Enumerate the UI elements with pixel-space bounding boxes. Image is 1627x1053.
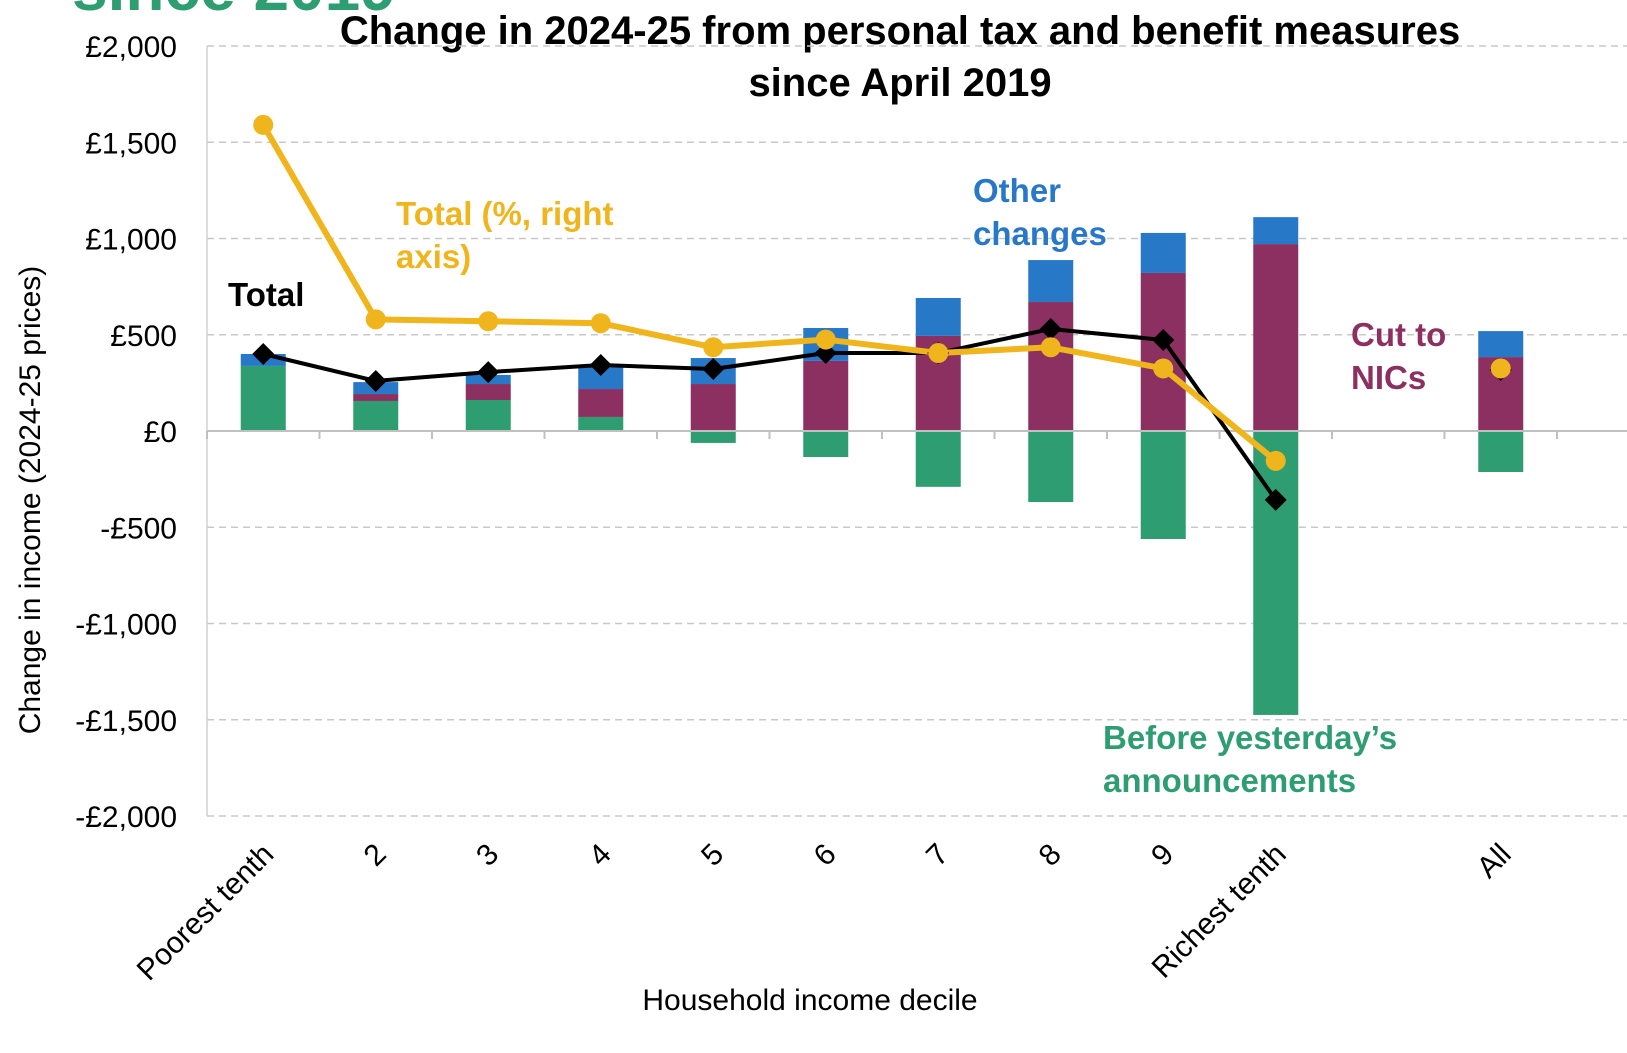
line-marker — [478, 311, 499, 332]
annotation: changes — [973, 215, 1107, 252]
x-axis-label: Household income decile — [642, 984, 977, 1017]
x-tick-label: 5 — [695, 838, 730, 873]
annotation: Total — [228, 276, 304, 313]
bar-segment — [690, 384, 736, 431]
x-tick-label: All — [1471, 838, 1518, 885]
bar-segment — [915, 431, 961, 487]
y-tick-label: -£2,000 — [75, 801, 177, 834]
line-marker — [590, 313, 611, 334]
x-tick-label: 6 — [808, 838, 843, 873]
line-marker — [1264, 488, 1287, 511]
bar-segment — [915, 297, 961, 336]
x-tick-label: 3 — [470, 838, 505, 873]
bar-segment — [1253, 244, 1299, 431]
bar-segment — [353, 394, 399, 401]
bar-segment — [1478, 331, 1524, 358]
chart-title: since April 2019 — [748, 61, 1051, 105]
annotation: Cut to — [1351, 316, 1446, 353]
line-marker — [253, 114, 274, 135]
bar-segment — [803, 360, 849, 431]
annotation: Other — [973, 172, 1061, 209]
y-tick-label: £2,000 — [85, 31, 177, 64]
bar-segment — [578, 389, 624, 417]
x-tick-label: 9 — [1145, 838, 1180, 873]
line-series — [263, 329, 1501, 500]
annotation: announcements — [1103, 762, 1356, 799]
bar-segment — [1140, 272, 1186, 431]
line-marker — [702, 358, 725, 381]
bar-segment — [240, 365, 286, 431]
y-tick-label: £0 — [144, 416, 177, 449]
line-series — [263, 125, 1501, 461]
bar-segment — [353, 400, 399, 431]
line-marker — [364, 369, 387, 392]
bar-segment — [690, 431, 736, 443]
line-marker — [703, 337, 724, 358]
line-marker — [1040, 337, 1061, 358]
bar-segment — [465, 384, 511, 401]
y-axis-label: Change in income (2024-25 prices) — [14, 266, 47, 735]
x-tick-label: 2 — [358, 838, 393, 873]
annotation: Before yesterday’s — [1103, 719, 1397, 756]
line-marker — [589, 353, 612, 376]
bar-segment — [803, 431, 849, 457]
bar-segment — [578, 416, 624, 431]
line-marker — [252, 343, 275, 365]
bar-segment — [1140, 431, 1186, 539]
x-tick-label: 8 — [1033, 838, 1068, 873]
line-marker — [928, 343, 949, 364]
bar-segment — [1253, 431, 1299, 715]
line-marker — [1490, 358, 1511, 379]
y-tick-label: £500 — [110, 320, 177, 353]
x-tick-label: 7 — [920, 838, 955, 873]
line-marker — [1265, 450, 1286, 471]
bar-segment — [1028, 431, 1074, 503]
annotation: axis) — [396, 238, 471, 275]
bar-segment — [1028, 260, 1074, 303]
y-tick-label: £1,500 — [85, 127, 177, 160]
y-tick-label: -£500 — [100, 512, 177, 545]
chart-title: Change in 2024-25 from personal tax and … — [340, 9, 1460, 53]
line-marker — [477, 361, 500, 384]
annotation: Total (%, right — [396, 195, 614, 232]
y-tick-label: -£1,500 — [75, 705, 177, 738]
bar-segment — [1140, 232, 1186, 273]
line-marker — [1152, 328, 1175, 351]
x-tick-label: 4 — [583, 838, 618, 873]
line-marker — [815, 329, 836, 350]
y-tick-label: -£1,000 — [75, 609, 177, 642]
x-tick-label: Poorest tenth — [131, 838, 281, 988]
bar-segment — [578, 367, 624, 390]
line-marker — [1153, 358, 1174, 379]
line-marker — [1039, 317, 1062, 340]
bar-segment — [465, 400, 511, 431]
line-marker — [365, 309, 386, 330]
bar-segment — [1478, 431, 1524, 473]
annotation: NICs — [1351, 359, 1426, 396]
bar-segment — [1253, 217, 1299, 245]
y-tick-label: £1,000 — [85, 224, 177, 257]
slide-title: since 2019 — [72, 0, 396, 24]
